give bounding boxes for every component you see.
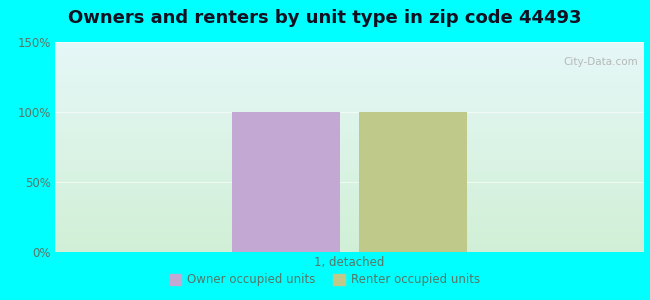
Text: City-Data.com: City-Data.com [564,57,638,67]
Bar [359,112,467,252]
Text: Owners and renters by unit type in zip code 44493: Owners and renters by unit type in zip c… [68,9,582,27]
Legend: Owner occupied units, Renter occupied units: Owner occupied units, Renter occupied un… [165,269,485,291]
Bar [232,112,339,252]
